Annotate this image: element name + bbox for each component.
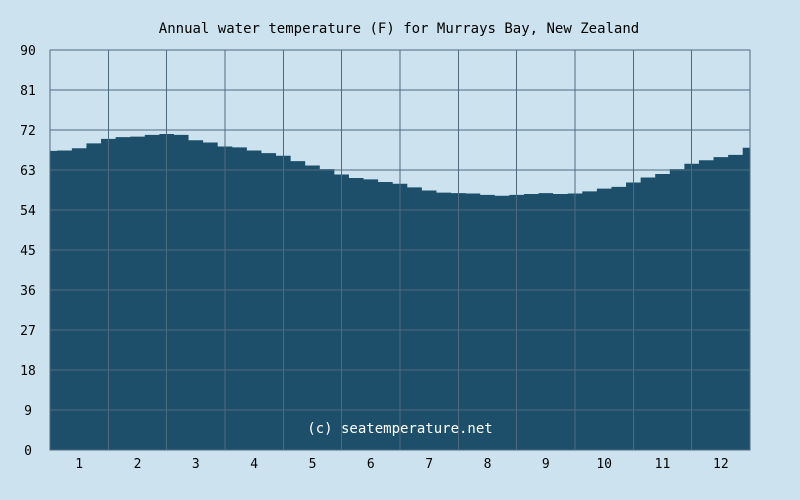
plot-border (49, 49, 751, 451)
x-tick-label-8: 8 (484, 457, 492, 472)
x-tick-label-9: 9 (542, 457, 550, 472)
y-tick-label-18: 18 (20, 364, 36, 379)
y-tick-label-0: 0 (24, 444, 32, 459)
y-tick-label-72: 72 (20, 124, 36, 139)
x-tick-label-2: 2 (134, 457, 142, 472)
x-tick-label-7: 7 (425, 457, 433, 472)
x-tick-label-1: 1 (75, 457, 83, 472)
y-tick-label-36: 36 (20, 284, 36, 299)
x-tick-label-5: 5 (309, 457, 317, 472)
x-tick-label-10: 10 (596, 457, 612, 472)
y-tick-label-63: 63 (20, 164, 36, 179)
y-tick-label-54: 54 (20, 204, 36, 219)
y-tick-label-90: 90 (20, 44, 36, 59)
y-tick-label-27: 27 (20, 324, 36, 339)
y-tick-label-9: 9 (24, 404, 32, 419)
chart-title: Annual water temperature (F) for Murrays… (159, 21, 639, 37)
x-tick-label-11: 11 (655, 457, 671, 472)
y-tick-label-45: 45 (20, 244, 36, 259)
x-tick-label-4: 4 (250, 457, 258, 472)
x-tick-label-12: 12 (713, 457, 729, 472)
x-tick-label-6: 6 (367, 457, 375, 472)
y-tick-label-81: 81 (20, 84, 36, 99)
watermark-text: (c) seatemperature.net (307, 421, 492, 437)
x-tick-label-3: 3 (192, 457, 200, 472)
